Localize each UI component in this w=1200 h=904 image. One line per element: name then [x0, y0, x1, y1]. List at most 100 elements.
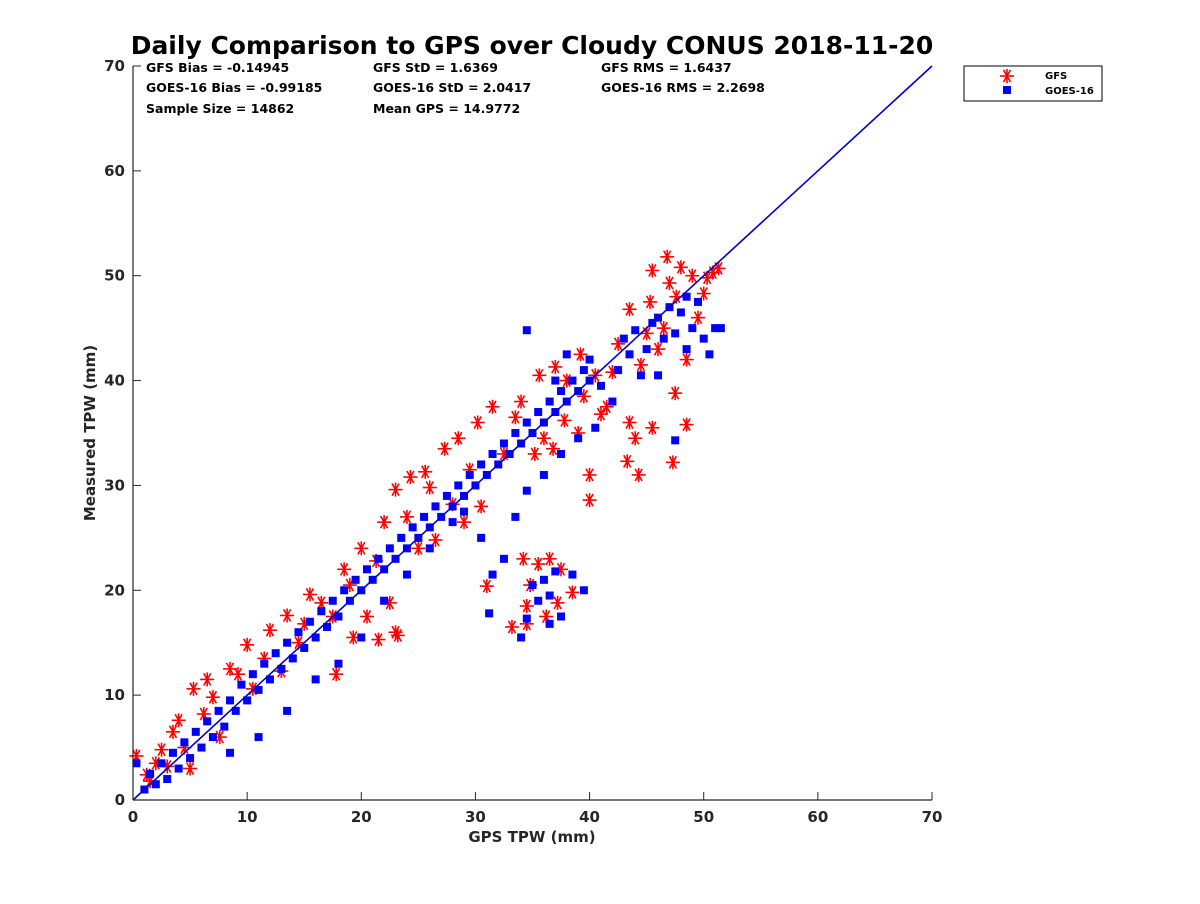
x-tick-label: 50: [693, 808, 714, 826]
data-point: [633, 357, 648, 372]
data-point: [428, 532, 443, 547]
data-point: [334, 612, 343, 621]
data-point: [656, 321, 671, 336]
data-point: [371, 632, 386, 647]
data-point: [403, 470, 418, 485]
data-point: [645, 263, 660, 278]
data-point: [620, 454, 635, 469]
stat-text: GOES-16 StD = 2.0417: [373, 80, 531, 95]
data-point: [477, 533, 486, 542]
data-point: [574, 434, 583, 443]
data-point: [519, 599, 534, 614]
y-tick-label: 0: [115, 791, 125, 809]
plot-area: 0 10 20 30 40 50 60 70 0 10 20 30 40 50 60 70: [104, 57, 942, 826]
data-point: [163, 775, 172, 784]
data-point: [485, 399, 500, 414]
data-point: [359, 609, 374, 624]
data-point: [679, 352, 694, 367]
data-point: [499, 439, 508, 448]
data-point: [226, 748, 235, 757]
data-point: [418, 464, 433, 479]
data-point: [271, 649, 280, 658]
y-tick-label: 30: [104, 476, 125, 494]
data-point: [357, 633, 366, 642]
data-point: [579, 366, 588, 375]
data-point: [374, 554, 383, 563]
data-point: [699, 334, 708, 343]
data-point: [671, 436, 680, 445]
data-point: [294, 628, 303, 637]
data-point: [705, 350, 714, 359]
chart-title: Daily Comparison to GPS over Cloudy CONU…: [131, 31, 934, 60]
data-point: [631, 326, 640, 335]
data-point: [694, 297, 703, 306]
data-point: [582, 467, 597, 482]
data-point: [323, 622, 332, 631]
data-point: [186, 754, 195, 763]
data-point: [377, 515, 392, 530]
data-point: [422, 480, 437, 495]
y-tick-label: 20: [104, 581, 125, 599]
data-point: [676, 308, 685, 317]
data-point: [488, 449, 497, 458]
data-point: [237, 680, 246, 689]
data-point: [165, 724, 180, 739]
data-point: [408, 523, 417, 532]
data-point: [499, 554, 508, 563]
x-tick-label: 20: [351, 808, 372, 826]
y-tick-label: 50: [104, 267, 125, 285]
data-point: [522, 418, 531, 427]
data-point: [562, 350, 571, 359]
data-point: [385, 544, 394, 553]
data-point: [488, 570, 497, 579]
data-point: [451, 431, 466, 446]
y-tick-label: 10: [104, 686, 125, 704]
x-tick-label: 10: [237, 808, 258, 826]
data-point: [654, 371, 663, 380]
data-point: [622, 302, 637, 317]
x-tick-label: 70: [922, 808, 943, 826]
data-point: [608, 397, 617, 406]
data-point: [546, 441, 561, 456]
identity-line: [132, 65, 933, 801]
stat-text: GFS Bias = -0.14945: [146, 60, 289, 75]
data-point: [340, 586, 349, 595]
x-tick-label: 30: [465, 808, 486, 826]
data-point: [636, 371, 645, 380]
data-point: [317, 607, 326, 616]
data-point: [539, 575, 548, 584]
data-point: [659, 334, 668, 343]
data-point: [174, 764, 183, 773]
data-point: [208, 733, 217, 742]
data-point: [460, 507, 469, 516]
data-point: [180, 738, 189, 747]
data-point: [508, 410, 523, 425]
x-tick-label: 0: [128, 808, 138, 826]
data-point: [551, 567, 560, 576]
data-point: [528, 581, 537, 590]
data-point: [548, 359, 563, 374]
data-point: [536, 431, 551, 446]
data-point: [260, 659, 269, 668]
data-point: [534, 596, 543, 605]
data-point: [579, 586, 588, 595]
x-tick-label: 40: [579, 808, 600, 826]
stat-text: Mean GPS = 14.9772: [373, 101, 520, 116]
data-point: [283, 706, 292, 715]
data-point: [243, 696, 252, 705]
data-point: [265, 675, 274, 684]
data-point: [200, 672, 215, 687]
data-point: [511, 429, 520, 437]
data-point: [671, 329, 680, 338]
data-point: [573, 347, 588, 362]
data-point: [420, 512, 429, 521]
data-point: [186, 681, 201, 696]
legend: GFS GOES-16: [963, 65, 1103, 102]
data-point: [682, 292, 691, 301]
data-point: [474, 499, 489, 514]
data-point: [522, 614, 531, 623]
data-point: [625, 350, 634, 359]
data-point: [302, 587, 317, 602]
